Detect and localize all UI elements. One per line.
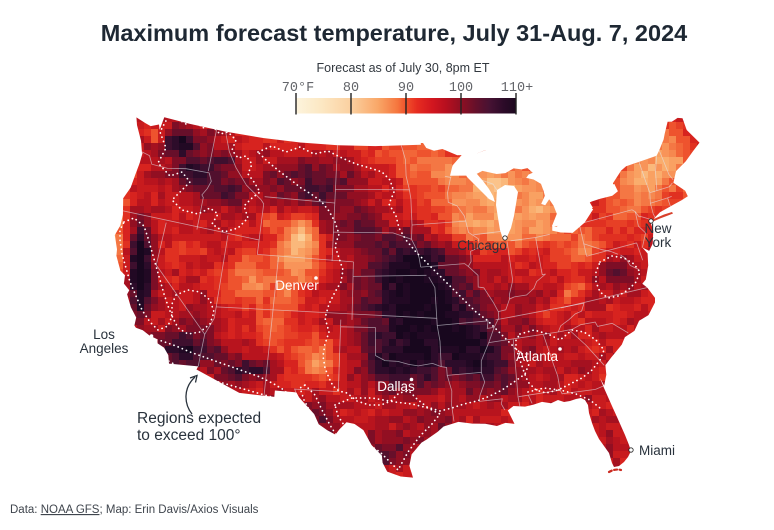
svg-text:New: New: [644, 221, 671, 236]
svg-text:to exceed 100°: to exceed 100°: [137, 427, 241, 444]
svg-text:Maximum forecast temperature,: Maximum forecast temperature, July 31-Au…: [101, 20, 687, 46]
svg-text:100: 100: [449, 81, 473, 96]
svg-text:Chicago: Chicago: [457, 238, 507, 253]
svg-text:90: 90: [398, 81, 414, 96]
svg-text:Atlanta: Atlanta: [516, 349, 559, 364]
svg-text:Data: NOAA GFS; Map: Erin Davi: Data: NOAA GFS; Map: Erin Davis/Axios Vi…: [10, 504, 259, 516]
svg-text:110+: 110+: [501, 81, 533, 96]
svg-text:Dallas: Dallas: [377, 379, 415, 394]
svg-text:Forecast as of July 30, 8pm ET: Forecast as of July 30, 8pm ET: [317, 61, 490, 75]
svg-text:Angeles: Angeles: [80, 341, 129, 356]
svg-text:Regions expected: Regions expected: [137, 410, 261, 427]
svg-text:80: 80: [343, 81, 359, 96]
svg-text:York: York: [645, 235, 672, 250]
svg-text:70°F: 70°F: [282, 81, 314, 96]
svg-text:Los: Los: [93, 327, 115, 342]
svg-text:Miami: Miami: [639, 443, 675, 458]
svg-text:Denver: Denver: [275, 278, 319, 293]
